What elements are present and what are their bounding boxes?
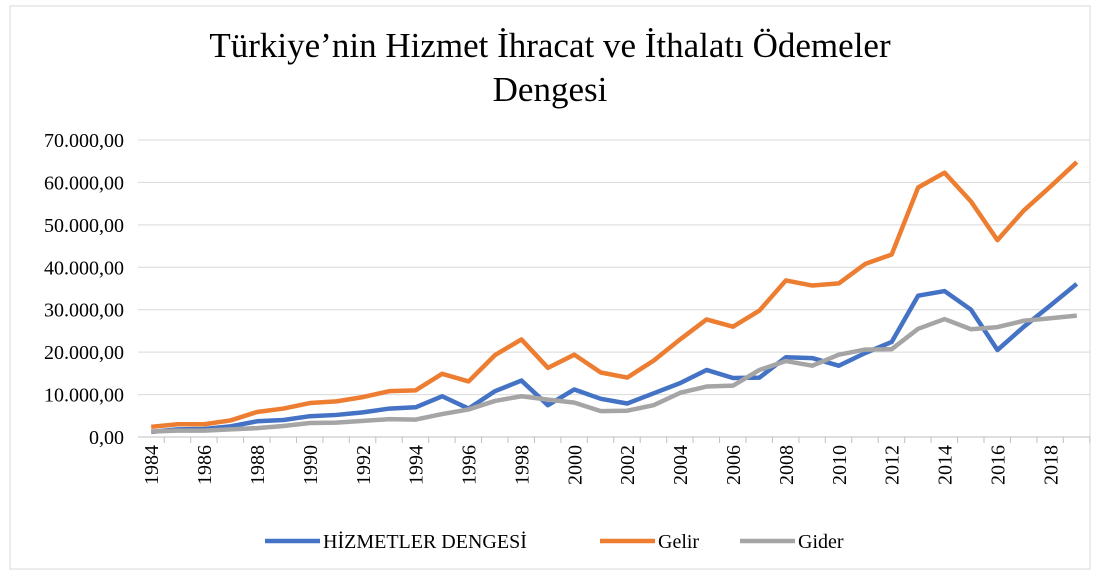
legend-label: Gelir: [658, 531, 699, 553]
y-tick-label: 40.000,00: [44, 257, 124, 279]
y-tick-label: 50.000,00: [44, 215, 124, 237]
x-tick-label: 1998: [511, 445, 533, 485]
x-tick-label: 1984: [141, 445, 163, 485]
y-tick-label: 60.000,00: [44, 172, 124, 194]
chart-title: Türkiye’nin Hizmet İhracat ve İthalatı Ö…: [209, 26, 891, 109]
x-tick-label: 2002: [617, 445, 639, 485]
x-tick-label: 1990: [300, 445, 322, 485]
y-tick-label: 10.000,00: [44, 385, 124, 407]
legend-label: HİZMETLER DENGESİ: [323, 530, 527, 553]
series-line: [151, 313, 1077, 434]
y-tick-label: 30.000,00: [44, 300, 124, 322]
chart-border: [9, 5, 1091, 570]
x-tick-label: 2018: [1040, 445, 1062, 485]
series-line: [151, 282, 1079, 435]
x-tick-label: 1988: [247, 445, 269, 485]
y-tick-label: 20.000,00: [44, 342, 124, 364]
x-tick-label: 2000: [564, 445, 586, 485]
x-tick-label: 2004: [670, 445, 692, 485]
y-tick-label: 70.000,00: [44, 130, 124, 152]
x-tick-label: 2012: [882, 445, 904, 485]
series-line: [151, 160, 1079, 430]
x-tick-label: 1986: [194, 445, 216, 485]
x-tick-label: 2016: [987, 445, 1009, 485]
x-tick-label: 2010: [829, 445, 851, 485]
x-tick-label: 2006: [723, 445, 745, 485]
x-tick-label: 2014: [935, 445, 957, 485]
x-tick-label: 1992: [353, 445, 375, 485]
x-tick-label: 2008: [776, 445, 798, 485]
legend-label: Gider: [798, 531, 844, 553]
x-tick-label: 1994: [406, 445, 428, 485]
y-tick-label: 0,00: [89, 427, 124, 449]
x-tick-label: 1996: [459, 445, 481, 485]
